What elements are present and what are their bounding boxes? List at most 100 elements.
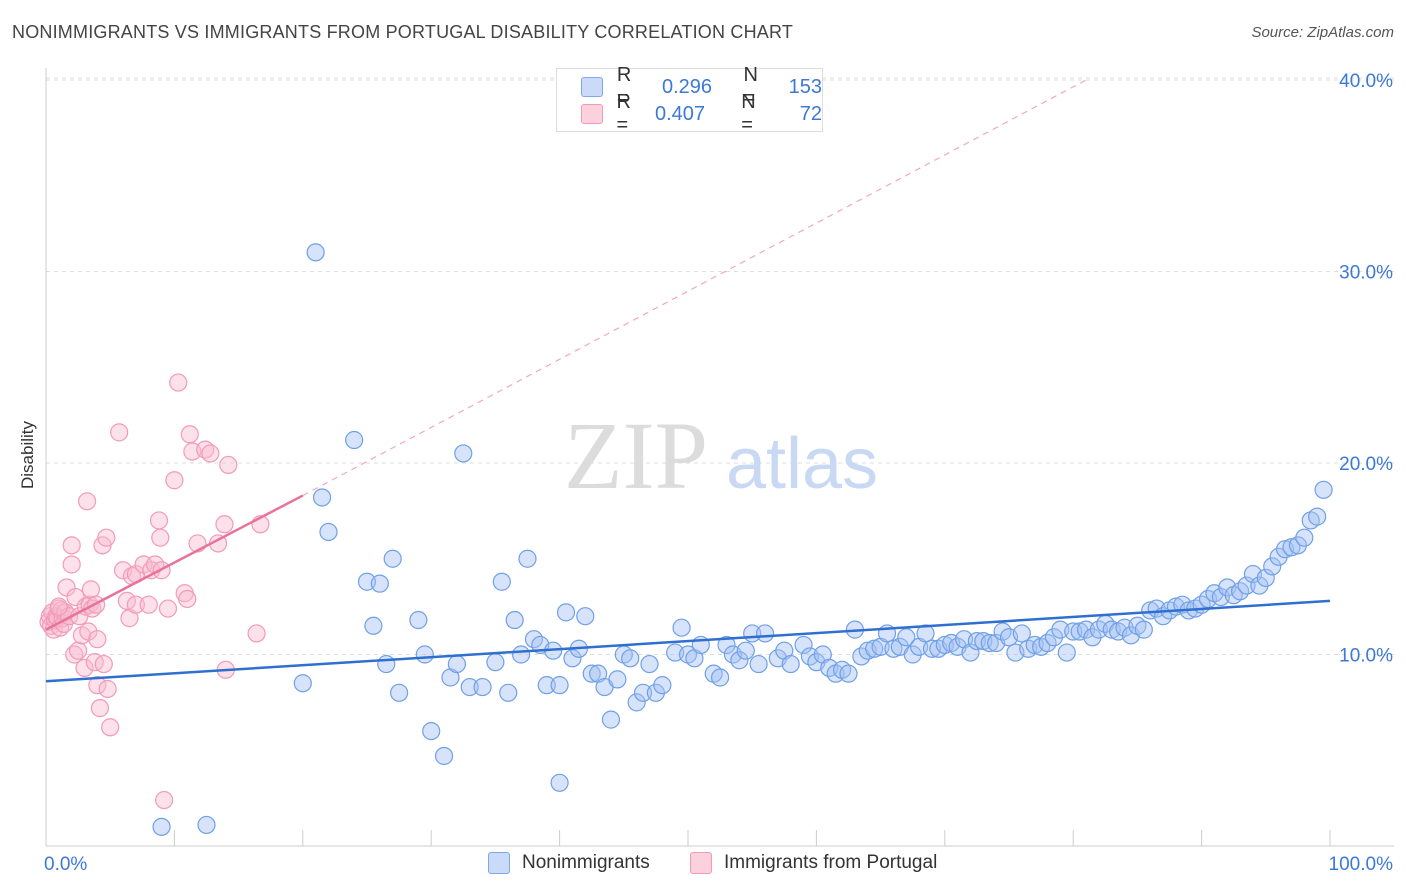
- tick-labels: 10.0% 20.0% 30.0% 40.0% 0.0% 100.0%: [44, 71, 1393, 875]
- point-nonimmigrants: [486, 653, 505, 672]
- point-portugal: [201, 444, 220, 463]
- point-portugal: [62, 555, 81, 574]
- point-nonimmigrants: [563, 649, 582, 668]
- point-nonimmigrants: [377, 654, 396, 674]
- point-nonimmigrants: [550, 676, 569, 695]
- point-nonimmigrants: [364, 616, 383, 635]
- legend-swatch-portugal: [690, 852, 712, 874]
- point-portugal: [149, 511, 169, 530]
- point-nonimmigrants: [884, 639, 903, 658]
- point-nonimmigrants: [980, 633, 999, 653]
- point-nonimmigrants: [781, 654, 800, 674]
- legend-r-label: R =: [616, 64, 632, 109]
- point-nonimmigrants: [511, 645, 531, 664]
- point-nonimmigrants: [434, 746, 454, 766]
- point-portugal: [126, 595, 145, 614]
- legend-swatch-nonimmigrants: [581, 77, 603, 97]
- watermark: ZIP atlas: [564, 402, 878, 509]
- point-nonimmigrants: [710, 668, 730, 687]
- point-nonimmigrants: [640, 654, 659, 674]
- point-nonimmigrants: [1057, 643, 1076, 662]
- legend-r-value: 0.296: [661, 75, 713, 98]
- trend-line-portugal: [45, 494, 304, 631]
- y-tick-label: 10.0%: [1339, 646, 1393, 667]
- legend-n-label: N =: [741, 91, 756, 136]
- y-tick-label: 40.0%: [1339, 71, 1393, 92]
- point-portugal: [68, 641, 88, 660]
- watermark-zip: ZIP: [564, 402, 708, 509]
- stats-legend: R = 0.296 N = 153 R = 0.407 N = 72: [556, 64, 823, 136]
- point-nonimmigrants: [409, 610, 428, 630]
- trend-extension-portugal: [302, 79, 1087, 497]
- point-nonimmigrants: [1237, 576, 1256, 595]
- point-portugal: [88, 676, 107, 695]
- point-nonimmigrants: [550, 773, 569, 792]
- point-nonimmigrants: [473, 677, 492, 697]
- point-portugal: [169, 373, 188, 392]
- legend-item-portugal: Immigrants from Portugal: [690, 852, 937, 874]
- legend-swatch-portugal: [581, 104, 603, 124]
- point-nonimmigrants: [627, 693, 646, 712]
- point-nonimmigrants: [961, 643, 980, 662]
- point-nonimmigrants: [415, 645, 434, 664]
- point-nonimmigrants: [505, 610, 524, 630]
- point-portugal: [247, 624, 266, 643]
- legend-r-label: R =: [616, 91, 631, 136]
- point-portugal: [151, 528, 170, 547]
- point-portugal: [139, 595, 158, 614]
- point-portugal: [155, 790, 174, 810]
- point-nonimmigrants: [633, 683, 653, 702]
- point-portugal: [110, 423, 129, 442]
- point-nonimmigrants: [621, 649, 640, 668]
- point-portugal: [180, 425, 199, 444]
- point-nonimmigrants: [1012, 624, 1031, 643]
- legend-label-nonimmigrants: Nonimmigrants: [522, 852, 650, 873]
- point-nonimmigrants: [293, 674, 312, 693]
- legend-row-nonimmigrants: R = 0.296 N = 153: [581, 64, 822, 109]
- point-nonimmigrants: [319, 522, 338, 542]
- point-nonimmigrants: [518, 549, 537, 568]
- point-nonimmigrants: [422, 721, 441, 741]
- trend-line-nonimmigrants: [45, 599, 1331, 683]
- point-nonimmigrants: [454, 444, 473, 463]
- legend-n-value: 72: [799, 102, 822, 125]
- point-portugal: [75, 658, 94, 678]
- point-portugal: [117, 591, 136, 610]
- point-nonimmigrants: [916, 624, 935, 643]
- point-nonimmigrants: [576, 607, 595, 626]
- point-nonimmigrants: [556, 603, 576, 622]
- point-nonimmigrants: [839, 664, 858, 683]
- point-nonimmigrants: [390, 683, 409, 702]
- legend-row-portugal: R = 0.407 N = 72: [581, 91, 822, 136]
- point-nonimmigrants: [1314, 480, 1333, 499]
- point-nonimmigrants: [197, 815, 216, 835]
- point-portugal: [219, 455, 238, 475]
- series-legend: Nonimmigrants Immigrants from Portugal: [0, 852, 1406, 878]
- source-note: Source: ZipAtlas.com: [1251, 24, 1394, 41]
- point-portugal: [77, 492, 97, 511]
- point-nonimmigrants: [447, 654, 466, 674]
- point-nonimmigrants: [865, 639, 884, 658]
- legend-n-label: N =: [743, 64, 758, 109]
- point-nonimmigrants: [672, 618, 691, 637]
- legend-r-value: 0.407: [654, 102, 706, 125]
- point-portugal: [215, 515, 234, 534]
- point-nonimmigrants: [537, 676, 556, 695]
- point-nonimmigrants: [383, 549, 402, 568]
- point-nonimmigrants: [1308, 507, 1327, 526]
- point-nonimmigrants: [749, 654, 768, 674]
- point-nonimmigrants: [370, 574, 389, 593]
- point-portugal: [178, 589, 197, 609]
- point-nonimmigrants: [499, 683, 518, 702]
- point-nonimmigrants: [794, 635, 813, 655]
- point-nonimmigrants: [1282, 538, 1301, 557]
- point-nonimmigrants: [1295, 528, 1314, 547]
- point-portugal: [101, 718, 120, 737]
- y-tick-label: 30.0%: [1339, 263, 1393, 284]
- point-portugal: [81, 580, 101, 599]
- point-portugal: [88, 630, 107, 649]
- trend-lines: [45, 79, 1331, 683]
- point-nonimmigrants: [306, 243, 325, 262]
- point-portugal: [49, 597, 68, 616]
